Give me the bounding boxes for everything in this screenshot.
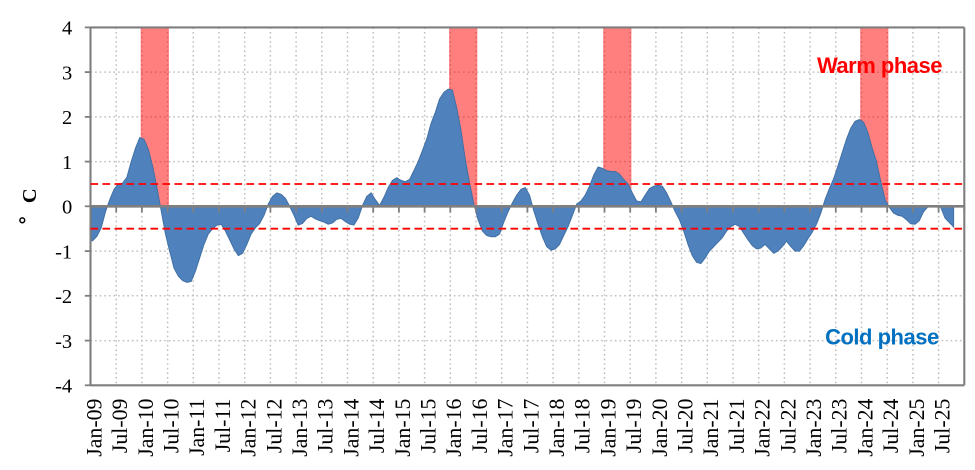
svg-text:Jan-19: Jan-19 [596, 399, 620, 457]
svg-text:Jan-10: Jan-10 [134, 399, 158, 457]
svg-text:Jan-15: Jan-15 [391, 399, 415, 457]
svg-text:Jul-25: Jul-25 [931, 399, 955, 454]
svg-text:Jul-12: Jul-12 [262, 399, 286, 454]
svg-text:Warm phase: Warm phase [817, 53, 942, 78]
svg-text:Jul-15: Jul-15 [417, 399, 441, 454]
svg-text:-3: -3 [55, 331, 72, 353]
svg-text:1: 1 [62, 152, 72, 174]
svg-text:Jul-21: Jul-21 [725, 399, 749, 454]
svg-text:2: 2 [62, 107, 72, 129]
svg-text:Jul-13: Jul-13 [314, 399, 338, 454]
svg-text:Jul-23: Jul-23 [828, 399, 852, 454]
svg-text:Jan-13: Jan-13 [288, 399, 312, 457]
svg-text:Jan-24: Jan-24 [853, 399, 877, 457]
svg-text:Jan-14: Jan-14 [339, 399, 363, 457]
svg-text:3: 3 [62, 62, 72, 84]
svg-text:Jul-17: Jul-17 [519, 399, 543, 454]
svg-text:-4: -4 [55, 376, 72, 398]
svg-text:Jul-10: Jul-10 [160, 399, 184, 454]
svg-text:Jan-25: Jan-25 [905, 399, 929, 457]
svg-text:Jul-20: Jul-20 [674, 399, 698, 454]
svg-text:Jan-18: Jan-18 [545, 399, 569, 457]
svg-text:Jul-18: Jul-18 [571, 399, 595, 454]
svg-text:C: C [19, 188, 41, 203]
svg-text:Jan-09: Jan-09 [82, 399, 106, 457]
svg-text:Jan-17: Jan-17 [494, 399, 518, 457]
svg-text:Jul-24: Jul-24 [879, 399, 903, 454]
svg-text:0: 0 [62, 197, 72, 219]
svg-text:-2: -2 [55, 286, 72, 308]
svg-text:Jan-23: Jan-23 [802, 399, 826, 457]
svg-text:Jul-11: Jul-11 [211, 399, 235, 453]
svg-text:-1: -1 [55, 241, 72, 263]
svg-text:Jan-20: Jan-20 [648, 399, 672, 457]
svg-text:Jan-12: Jan-12 [237, 399, 261, 457]
svg-text:Cold phase: Cold phase [825, 324, 939, 349]
svg-text:Jan-16: Jan-16 [442, 399, 466, 457]
svg-text:Jul-14: Jul-14 [365, 399, 389, 454]
svg-text:Jul-19: Jul-19 [622, 399, 646, 454]
svg-text:Jul-09: Jul-09 [108, 399, 132, 454]
svg-text:Jan-11: Jan-11 [185, 399, 209, 456]
svg-text:Jan-22: Jan-22 [751, 399, 775, 457]
svg-text:Jul-16: Jul-16 [468, 399, 492, 454]
svg-text:Jan-21: Jan-21 [699, 399, 723, 457]
svg-text:4: 4 [62, 18, 72, 40]
svg-text:Jul-22: Jul-22 [776, 399, 800, 454]
